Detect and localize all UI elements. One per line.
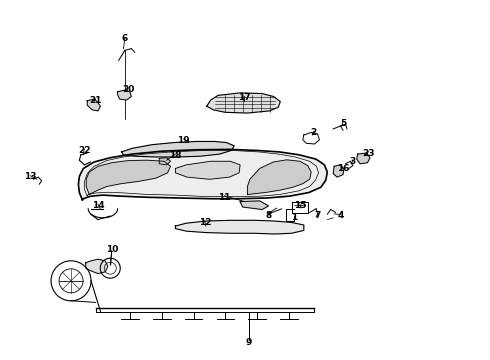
Text: 21: 21 bbox=[89, 96, 102, 105]
Polygon shape bbox=[78, 149, 327, 200]
Polygon shape bbox=[247, 160, 311, 194]
Polygon shape bbox=[159, 158, 171, 165]
Text: 17: 17 bbox=[238, 94, 250, 102]
Text: 16: 16 bbox=[337, 164, 349, 173]
Polygon shape bbox=[333, 165, 344, 177]
Text: 18: 18 bbox=[169, 151, 182, 160]
Polygon shape bbox=[175, 220, 304, 234]
Text: 22: 22 bbox=[78, 146, 91, 155]
Text: 11: 11 bbox=[218, 193, 231, 202]
Polygon shape bbox=[175, 161, 240, 179]
Text: 1: 1 bbox=[291, 213, 297, 222]
Text: 4: 4 bbox=[337, 211, 344, 220]
Text: 13: 13 bbox=[24, 172, 37, 181]
Text: 20: 20 bbox=[122, 85, 135, 94]
Polygon shape bbox=[207, 93, 280, 113]
Text: 19: 19 bbox=[177, 136, 190, 145]
Text: 8: 8 bbox=[266, 211, 271, 220]
Polygon shape bbox=[357, 153, 370, 164]
Polygon shape bbox=[122, 141, 234, 157]
Text: 5: 5 bbox=[340, 119, 346, 128]
Text: 15: 15 bbox=[294, 201, 306, 210]
Text: 14: 14 bbox=[92, 201, 104, 210]
Text: 2: 2 bbox=[311, 128, 317, 137]
Polygon shape bbox=[87, 99, 100, 111]
Text: 3: 3 bbox=[350, 157, 356, 166]
Text: 10: 10 bbox=[105, 245, 118, 253]
Text: 23: 23 bbox=[362, 148, 375, 158]
Text: 9: 9 bbox=[245, 338, 252, 347]
Polygon shape bbox=[240, 201, 269, 210]
Text: 7: 7 bbox=[314, 211, 321, 220]
Polygon shape bbox=[86, 259, 108, 274]
Text: 6: 6 bbox=[122, 34, 128, 43]
Polygon shape bbox=[86, 160, 171, 194]
Polygon shape bbox=[118, 90, 131, 100]
Text: 12: 12 bbox=[198, 218, 211, 227]
